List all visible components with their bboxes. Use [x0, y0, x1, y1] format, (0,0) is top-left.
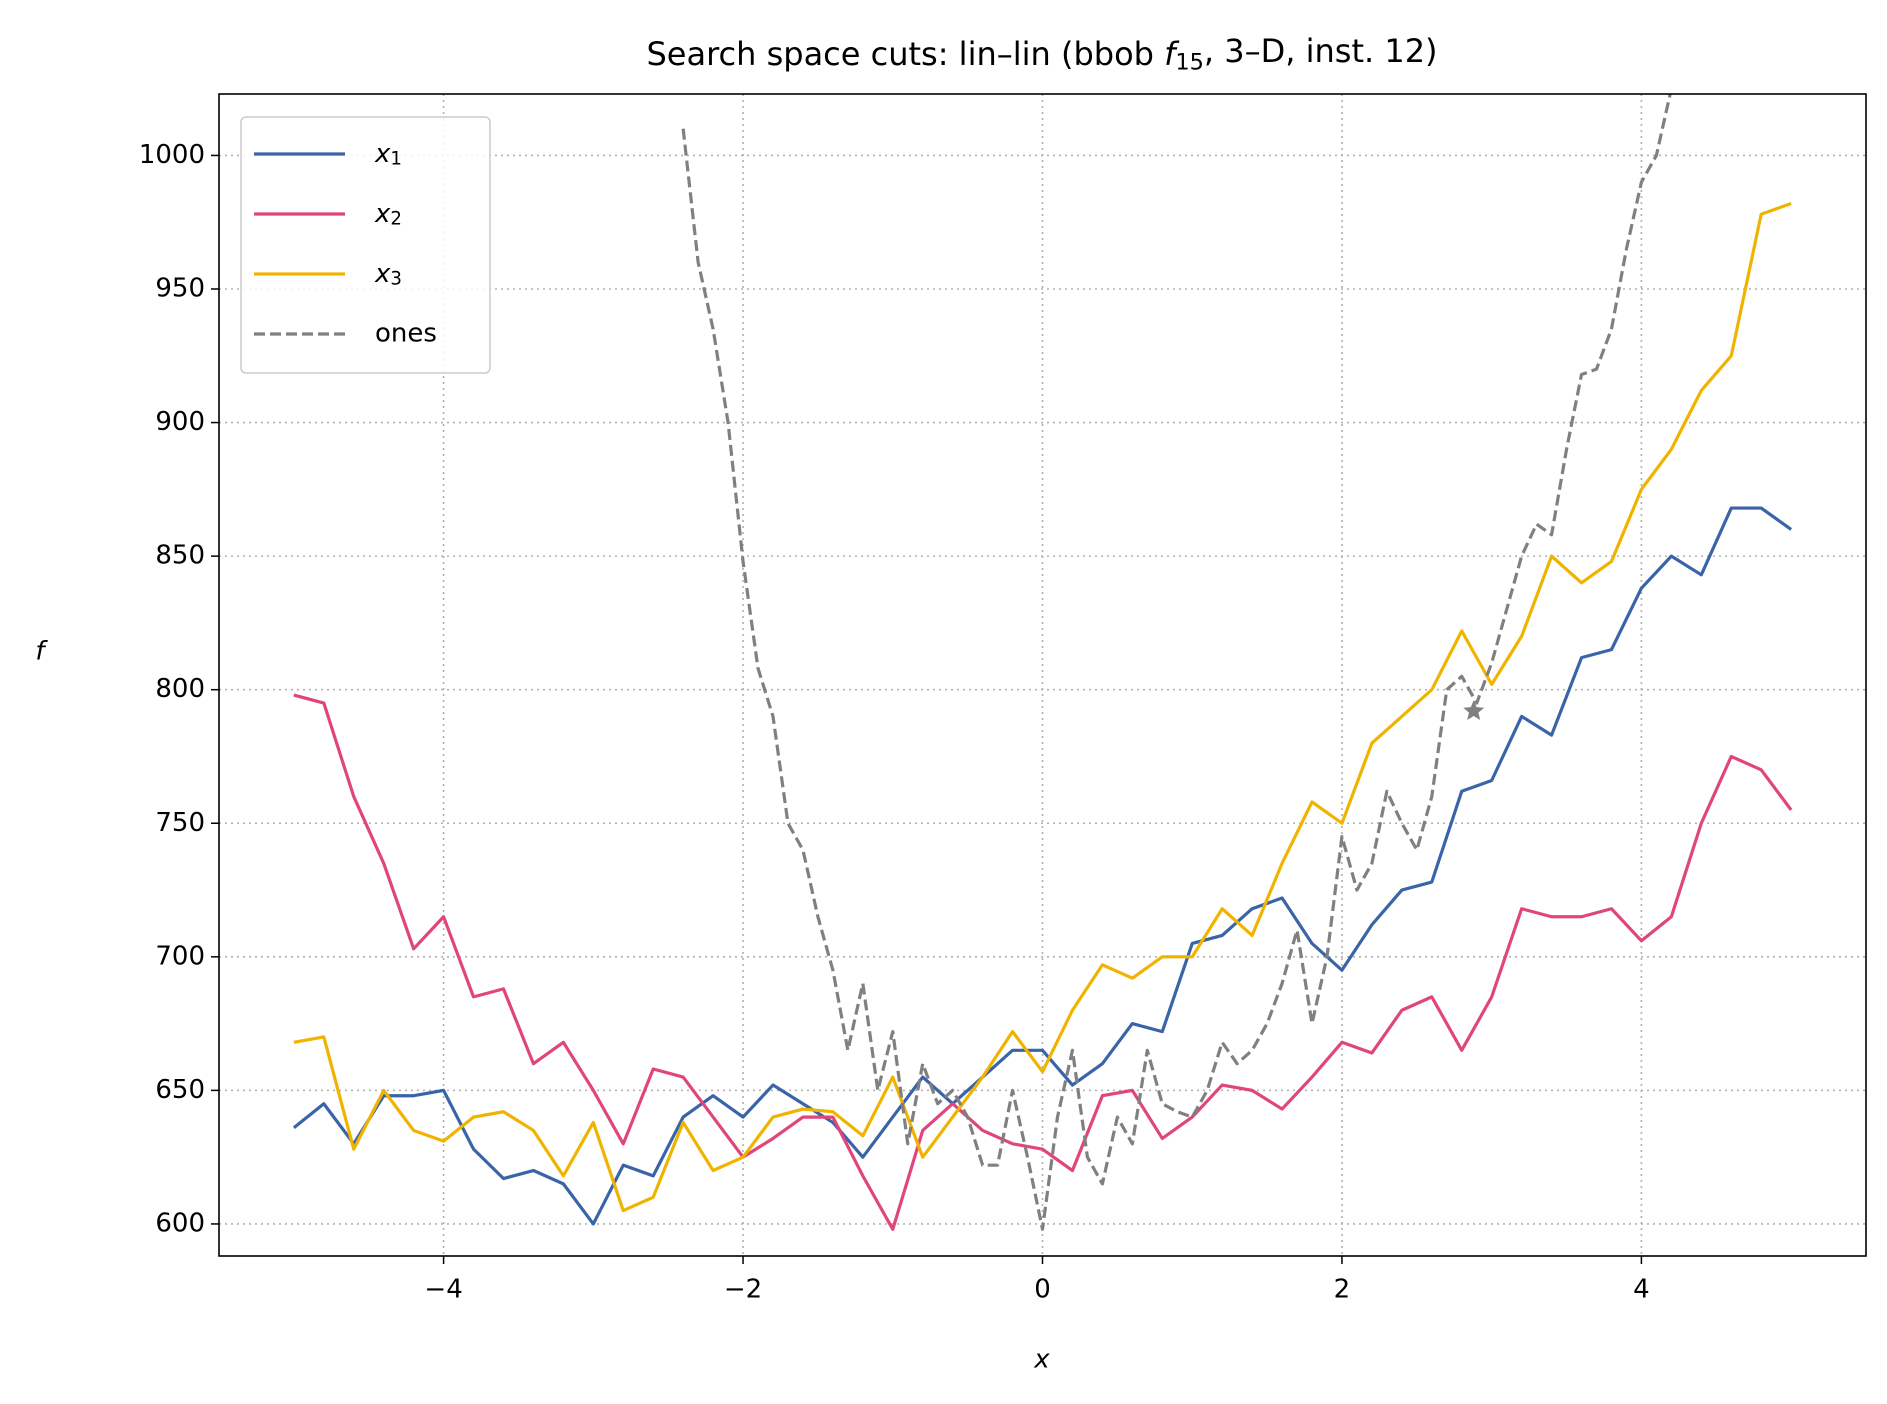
y-tick-label: 800 — [155, 674, 205, 704]
chart-title: Search space cuts: lin–lin (bbob f15​, 3… — [646, 32, 1437, 75]
legend-box — [240, 116, 491, 374]
series-line — [293, 202, 1792, 1213]
y-tick-label: 600 — [155, 1208, 205, 1238]
plot-area — [292, 94, 1793, 1231]
y-tick-label: 750 — [155, 808, 205, 838]
y-tick-label: 650 — [155, 1075, 205, 1105]
y-tick-label: 900 — [155, 407, 205, 437]
series-line — [292, 506, 1793, 1226]
x-tick-label: 2 — [1334, 1275, 1351, 1305]
star-marker — [1463, 700, 1485, 720]
x-axis-label: x — [1033, 1345, 1050, 1375]
legend-label: ones — [375, 319, 437, 349]
y-tick-label: 700 — [155, 941, 205, 971]
legend-label: x1​ — [374, 139, 402, 170]
x-tick-label: −2 — [724, 1275, 762, 1305]
series-line — [681, 94, 1672, 1231]
x-tick-label: 0 — [1034, 1275, 1051, 1305]
x-tick-label: −4 — [424, 1275, 462, 1305]
axes-frame — [218, 93, 1867, 1257]
legend-label: x2​ — [374, 199, 402, 230]
y-tick-label: 1000 — [139, 140, 205, 170]
series-line — [293, 693, 1793, 1231]
legend-label: x3​ — [374, 259, 402, 290]
x-tick-label: 4 — [1633, 1275, 1650, 1305]
y-tick-label: 950 — [155, 274, 205, 304]
y-tick-label: 850 — [155, 541, 205, 571]
legend: x1​ x2​ x3​ ones — [240, 116, 491, 374]
